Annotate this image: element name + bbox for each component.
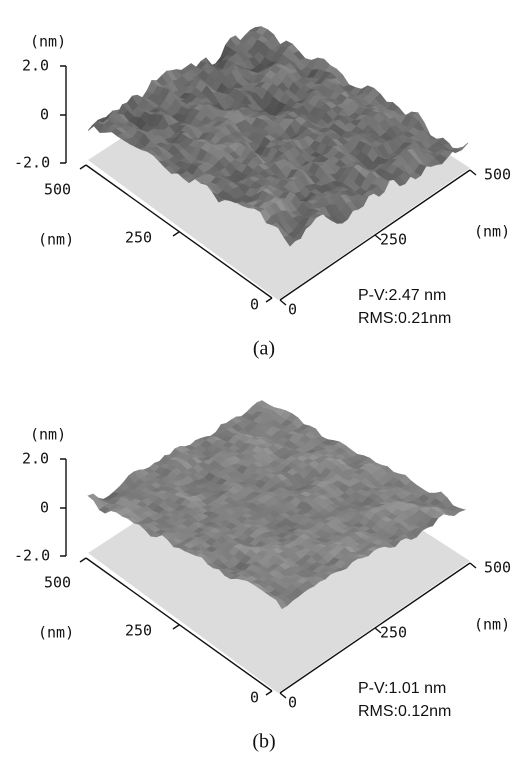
pv: P-V:1.01 nm: [358, 680, 446, 697]
panel-a: (nm) 2.0 0 -2.0 500 250 0 (nm) 0 250 500 (nm) P-V:2.…: [14, 27, 511, 360]
x-unit: (nm): [474, 223, 510, 241]
panel-b: (nm) 2.0 0 -2.0 500 250 0 (nm) 0 250 500 (nm) P-V:1.…: [14, 401, 511, 753]
figure: (nm) 2.0 0 -2.0 500 250 0 (nm) 0 250 500 (nm) P-V:2.…: [0, 0, 526, 762]
z-tick-label: 2.0: [22, 450, 49, 468]
caption: (b): [252, 731, 275, 753]
z-unit: (nm): [30, 33, 66, 51]
x-unit: (nm): [474, 616, 510, 634]
z-unit: (nm): [30, 426, 66, 444]
y-tick-label: 500: [44, 181, 71, 199]
y-tick-label: 250: [125, 229, 152, 247]
z-tick-label: 2.0: [22, 57, 49, 75]
x-tick-label: 500: [484, 166, 511, 184]
x-tick-label: 500: [484, 559, 511, 577]
z-axis: [60, 66, 66, 163]
x-tick-label: 250: [380, 624, 407, 642]
caption: (a): [253, 338, 275, 360]
x-tick-label: 250: [380, 231, 407, 249]
pv: P-V:2.47 nm: [358, 287, 446, 304]
rms: RMS:0.12nm: [358, 703, 451, 720]
y-tick-label: 250: [125, 622, 152, 640]
z-tick-label: -2.0: [14, 154, 50, 172]
z-axis: [60, 459, 66, 556]
z-tick-label: -2.0: [14, 547, 50, 565]
y-tick-label: 500: [44, 574, 71, 592]
z-tick-label: 0: [40, 106, 49, 124]
x-tick-label: 0: [288, 694, 297, 712]
z-tick-label: 0: [40, 499, 49, 517]
rms: RMS:0.21nm: [358, 310, 451, 327]
surface-cell: [457, 143, 469, 150]
y-tick-label: 0: [250, 689, 259, 707]
y-tick-label: 0: [250, 296, 259, 314]
y-unit: (nm): [38, 624, 74, 642]
x-tick-label: 0: [288, 301, 297, 319]
y-unit: (nm): [38, 231, 74, 249]
